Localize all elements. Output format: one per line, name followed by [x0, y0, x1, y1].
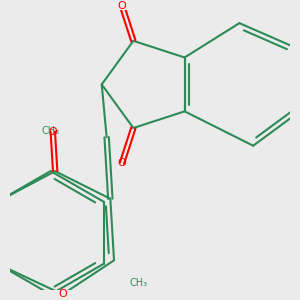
Text: O: O: [118, 158, 126, 168]
Text: O: O: [58, 289, 67, 299]
Text: O: O: [48, 127, 57, 136]
Text: CH₃: CH₃: [41, 126, 60, 136]
Text: CH₃: CH₃: [129, 278, 147, 288]
Text: O: O: [118, 1, 126, 10]
